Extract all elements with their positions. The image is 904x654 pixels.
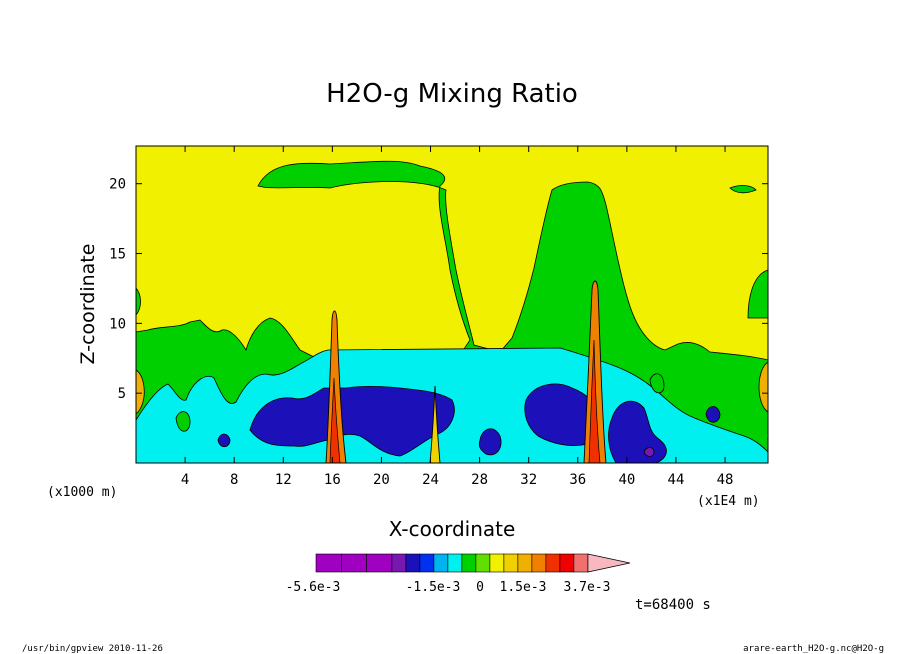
y-tick-label: 10 <box>109 316 126 332</box>
colorbar-label-zero: 0 <box>476 580 484 595</box>
tower-37-core <box>588 339 601 464</box>
tower-16 <box>325 310 347 464</box>
x-tick-label: 8 <box>230 472 238 488</box>
colorbar-segment <box>503 553 519 573</box>
green-wisp-top <box>729 185 757 194</box>
y-axis-label: Z-coordinate <box>77 244 99 365</box>
footer-right: arare-earth_H2O-g.nc@H2O-g <box>743 644 884 654</box>
colorbar-segment <box>391 553 407 573</box>
x-tick-label: 28 <box>471 472 488 488</box>
y-tick-label: 20 <box>109 177 126 193</box>
x-tick-label: 24 <box>422 472 439 488</box>
green-pocket-left <box>175 411 191 432</box>
x-tick-label: 44 <box>668 472 685 488</box>
colorbar-label-min: -5.6e-3 <box>286 580 341 595</box>
x-axis-unit-left: (x1000 m) <box>47 485 117 500</box>
blue-blob-right <box>705 406 721 423</box>
y-ticks: 5 10 15 20 <box>109 177 768 402</box>
y-tick-label: 15 <box>109 247 126 263</box>
tower-24 <box>429 385 441 464</box>
y-tick-label: 5 <box>118 386 126 402</box>
x-tick-label: 4 <box>181 472 189 488</box>
x-tick-label: 12 <box>275 472 292 488</box>
colorbar-segment <box>475 553 491 573</box>
colorbar-segment <box>340 553 367 573</box>
colorbar-segment <box>531 553 547 573</box>
time-label: t=68400 s <box>635 597 711 613</box>
footer-left: /usr/bin/gpview 2010-11-26 <box>22 644 163 654</box>
x-tick-label: 48 <box>717 472 734 488</box>
x-tick-label: 32 <box>520 472 537 488</box>
x-ticks: 4 8 12 16 20 24 28 32 36 40 44 48 <box>181 146 734 488</box>
green-right-edge-arc <box>747 269 769 319</box>
colorbar-label-neg: -1.5e-3 <box>406 580 461 595</box>
colorbar-segment <box>545 553 561 573</box>
colorbar-segment <box>366 553 393 573</box>
colorbar-segment <box>573 553 589 573</box>
chart-title: H2O-g Mixing Ratio <box>326 79 578 109</box>
plot-area <box>135 146 769 464</box>
colorbar-segment <box>405 553 421 573</box>
colorbar-segment <box>433 553 449 573</box>
plot-frame <box>135 145 769 464</box>
x-axis-unit-right: (x1E4 m) <box>697 494 760 509</box>
colorbar-segment <box>419 553 435 573</box>
tower-16-core <box>329 377 341 464</box>
purple-speck <box>643 447 655 457</box>
colorbar-segment <box>489 553 505 573</box>
colorbar <box>315 553 630 573</box>
blue-blob-left <box>217 433 231 448</box>
colorbar-labels: -5.6e-3 -1.5e-3 0 1.5e-3 3.7e-3 <box>286 580 611 595</box>
colorbar-segment <box>315 553 342 573</box>
colorbar-label-max: 3.7e-3 <box>564 580 611 595</box>
colorbar-arrow <box>587 553 630 573</box>
colorbar-label-pos: 1.5e-3 <box>500 580 547 595</box>
x-tick-label: 36 <box>569 472 586 488</box>
colorbar-segment <box>559 553 575 573</box>
blue-blob-mid <box>478 428 502 456</box>
x-tick-label: 16 <box>324 472 341 488</box>
colorbar-segment <box>447 553 463 573</box>
x-tick-label: 40 <box>618 472 635 488</box>
colorbar-segment <box>461 553 477 573</box>
x-tick-label: 20 <box>373 472 390 488</box>
x-axis-label: X-coordinate <box>389 517 516 541</box>
colorbar-segment <box>517 553 533 573</box>
green-pocket-right <box>649 373 665 394</box>
